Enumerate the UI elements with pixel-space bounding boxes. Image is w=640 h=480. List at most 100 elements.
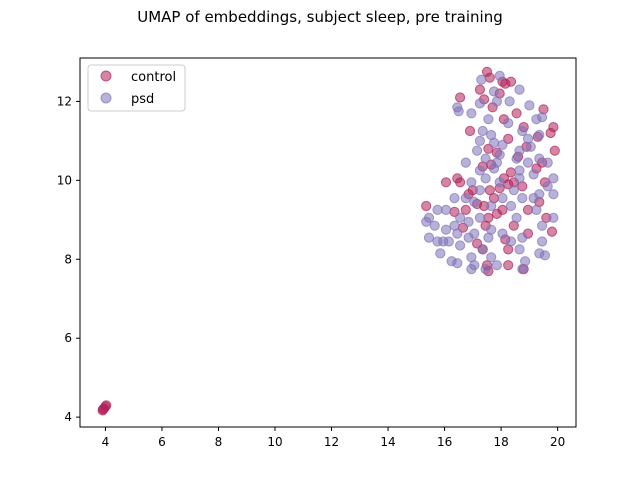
data-point-psd-70	[537, 220, 548, 231]
data-point-psd-39	[480, 173, 491, 184]
data-point-psd-85	[514, 244, 525, 255]
data-point-psd-25	[472, 145, 483, 156]
data-point-psd-38	[548, 173, 559, 184]
data-point-psd-91	[452, 258, 463, 269]
data-point-psd-98	[539, 250, 551, 261]
data-point-control-10	[474, 84, 485, 95]
data-point-psd-19	[534, 129, 545, 141]
data-point-psd-7	[474, 98, 485, 109]
data-point-control-9	[455, 92, 466, 103]
data-point-psd-3	[514, 84, 525, 95]
data-point-psd-83	[455, 240, 466, 251]
data-point-psd-28	[534, 153, 545, 164]
x-tick-label-0: 4	[102, 435, 110, 449]
data-point-psd-48	[449, 193, 460, 204]
x-tick-label-6: 16	[437, 435, 452, 449]
data-point-psd-71	[440, 224, 452, 235]
data-point-control-52	[421, 200, 432, 212]
points-layer	[97, 66, 560, 416]
y-tick-label-1: 6	[64, 331, 72, 345]
data-point-psd-12	[537, 112, 548, 123]
x-tick-label-8: 20	[550, 435, 565, 449]
y-tick-label-0: 4	[64, 410, 72, 424]
data-point-psd-55	[469, 196, 480, 208]
data-point-psd-13	[483, 114, 494, 125]
legend-marker-control	[100, 70, 112, 82]
data-point-control-4	[98, 404, 109, 415]
data-point-psd-44	[474, 185, 485, 196]
x-tick-label-1: 6	[158, 435, 166, 449]
data-point-psd-97	[517, 264, 528, 275]
data-point-psd-57	[505, 200, 517, 212]
legend-frame	[87, 64, 186, 112]
data-point-control-8	[505, 76, 517, 87]
data-point-psd-5	[453, 106, 464, 117]
data-point-psd-45	[508, 185, 519, 196]
data-point-psd-2	[488, 86, 500, 97]
data-point-psd-74	[517, 232, 528, 243]
x-tick-label-3: 10	[267, 435, 282, 449]
x-tick-label-7: 18	[493, 435, 508, 449]
data-point-psd-67	[463, 216, 474, 227]
data-point-psd-95	[466, 264, 477, 275]
y-tick-label-4: 12	[57, 94, 72, 108]
data-point-psd-42	[494, 177, 505, 188]
data-point-psd-29	[460, 157, 471, 168]
data-point-psd-30	[480, 153, 491, 164]
data-point-control-41	[484, 185, 495, 196]
legend-label-psd: psd	[131, 92, 154, 107]
data-point-psd-37	[528, 169, 539, 180]
data-point-psd-10	[524, 100, 535, 111]
data-point-psd-75	[423, 232, 435, 243]
x-tick-label-5: 14	[380, 435, 395, 449]
data-point-control-36	[440, 177, 452, 188]
data-point-psd-58	[531, 204, 542, 215]
data-point-psd-61	[474, 212, 485, 223]
data-point-psd-0	[476, 74, 487, 85]
data-point-psd-9	[504, 96, 515, 107]
data-point-psd-47	[548, 189, 559, 200]
data-point-psd-64	[421, 216, 432, 227]
data-point-psd-27	[511, 153, 522, 164]
data-point-control-20	[545, 127, 556, 139]
plot-frame	[79, 57, 577, 428]
data-point-psd-6	[466, 108, 477, 119]
data-point-psd-50	[497, 193, 508, 204]
data-point-psd-32	[522, 157, 534, 168]
y-tick-label-3: 10	[57, 173, 72, 187]
data-point-control-6	[484, 72, 495, 83]
chart-title: UMAP of embeddings, subject sleep, pre t…	[137, 8, 503, 26]
data-point-psd-72	[452, 228, 463, 239]
data-point-psd-34	[474, 165, 485, 176]
data-point-psd-14	[503, 118, 514, 129]
legend-label-control: control	[131, 70, 176, 85]
data-point-control-16	[511, 108, 522, 119]
data-point-control-51	[522, 204, 534, 215]
data-point-psd-84	[477, 244, 488, 255]
data-point-psd-21	[488, 137, 500, 148]
data-point-psd-33	[542, 157, 553, 168]
data-point-psd-89	[486, 252, 497, 263]
data-point-psd-20	[474, 135, 485, 146]
legend: control psd	[87, 64, 186, 112]
data-point-psd-22	[497, 139, 508, 150]
data-point-psd-60	[455, 212, 466, 223]
data-point-control-54	[460, 204, 471, 215]
data-point-psd-82	[438, 236, 449, 247]
data-point-psd-63	[548, 212, 559, 223]
data-point-psd-80	[505, 236, 517, 247]
data-point-psd-86	[435, 248, 446, 259]
data-point-psd-65	[429, 220, 440, 231]
data-point-psd-15	[477, 125, 488, 137]
data-point-psd-1	[494, 70, 505, 81]
data-point-psd-81	[537, 236, 548, 247]
data-point-control-27	[549, 145, 560, 156]
data-point-psd-49	[460, 193, 471, 204]
data-point-control-62	[546, 226, 558, 237]
data-point-psd-62	[511, 212, 522, 223]
x-tick-label-4: 12	[324, 435, 339, 449]
data-point-psd-96	[480, 264, 491, 275]
data-point-psd-51	[517, 193, 528, 204]
legend-marker-psd	[100, 92, 112, 104]
data-point-psd-79	[483, 232, 494, 243]
